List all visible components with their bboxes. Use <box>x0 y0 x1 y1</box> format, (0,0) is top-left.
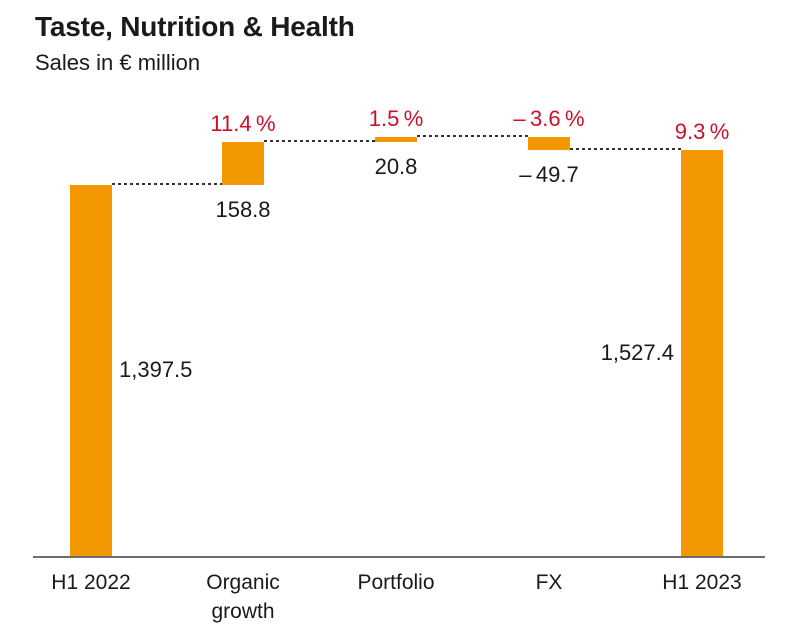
x-axis-line <box>33 556 765 558</box>
waterfall-bar-organic-growth <box>222 142 264 185</box>
connector-line <box>417 134 528 137</box>
value-label: 1,397.5 <box>119 357 193 383</box>
connector-line <box>264 140 375 143</box>
chart-title: Taste, Nutrition & Health <box>35 11 355 42</box>
percent-change-label: 9.3 % <box>674 119 730 145</box>
connector-line <box>112 182 222 185</box>
percent-change-label: – 3.6 % <box>513 105 585 131</box>
x-axis-label-h1-2022: H1 2022 <box>51 571 131 594</box>
x-axis-label-fx: FX <box>535 571 563 594</box>
waterfall-bar-fx <box>528 136 570 150</box>
value-label: 20.8 <box>374 154 418 180</box>
percent-change-label: 1.5 % <box>368 105 424 131</box>
percent-change-label: 11.4 % <box>210 111 276 137</box>
x-axis-label-h1-2023: H1 2023 <box>662 571 742 594</box>
waterfall-bar-portfolio <box>375 136 417 143</box>
x-axis-label-organic-growth: Organic growth <box>206 571 280 624</box>
chart-subtitle: Sales in € million <box>35 50 201 75</box>
connector-line <box>570 148 681 151</box>
waterfall-bar-h1-2023 <box>681 150 723 556</box>
x-axis-label-portfolio: Portfolio <box>357 571 435 594</box>
value-label: 158.8 <box>215 196 271 222</box>
value-label: – 49.7 <box>519 162 579 188</box>
value-label: 1,527.4 <box>600 340 674 365</box>
waterfall-bar-h1-2022 <box>70 184 112 556</box>
